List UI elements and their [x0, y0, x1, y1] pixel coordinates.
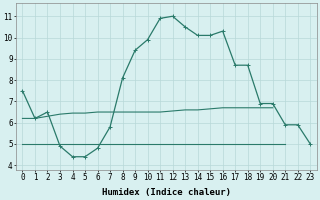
X-axis label: Humidex (Indice chaleur): Humidex (Indice chaleur): [102, 188, 231, 197]
